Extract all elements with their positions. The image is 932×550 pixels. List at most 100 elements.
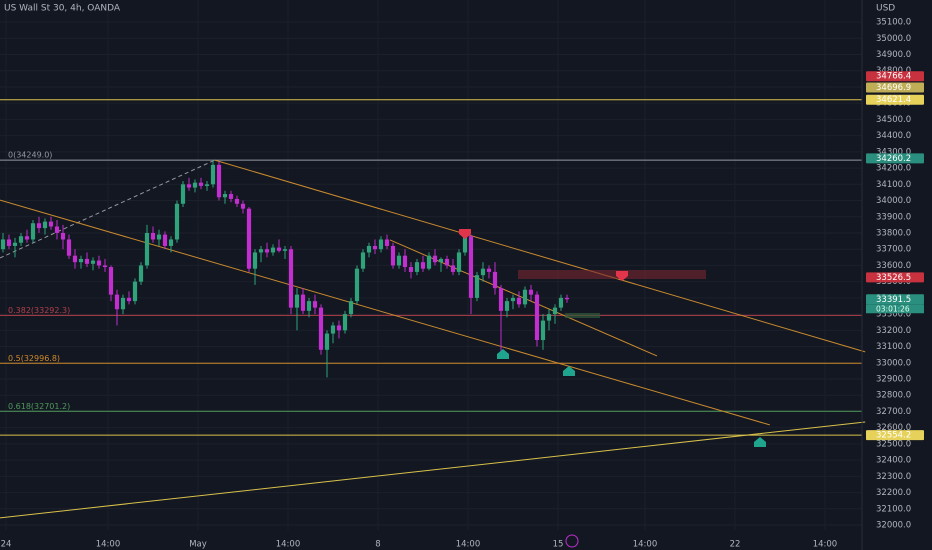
price-tag bbox=[866, 272, 924, 283]
zone bbox=[565, 313, 600, 318]
candle-body bbox=[408, 267, 414, 272]
candle-body bbox=[372, 245, 378, 250]
price-tag bbox=[866, 82, 924, 93]
candle-body bbox=[318, 307, 324, 350]
price-tag bbox=[866, 153, 924, 164]
candle-body bbox=[222, 194, 228, 198]
y-tick-label: 35100.0 bbox=[876, 18, 911, 28]
candle-body bbox=[474, 275, 480, 298]
candle-body bbox=[126, 297, 132, 302]
y-tick-label: 32800.0 bbox=[876, 391, 911, 401]
candle-body bbox=[72, 255, 78, 263]
candle-body bbox=[6, 239, 12, 246]
markers bbox=[459, 229, 766, 447]
candle-body bbox=[516, 297, 522, 305]
buy-marker bbox=[497, 349, 509, 359]
zone bbox=[518, 270, 706, 279]
trend-line bbox=[0, 199, 770, 426]
candle-body bbox=[144, 232, 150, 266]
candle-body bbox=[246, 208, 252, 269]
candle-body bbox=[204, 184, 210, 186]
candle-body bbox=[390, 245, 396, 266]
candle-body bbox=[294, 294, 300, 308]
candle-body bbox=[366, 245, 372, 253]
candle-body bbox=[108, 267, 114, 295]
candle-body bbox=[444, 258, 450, 266]
candle-body bbox=[60, 232, 66, 240]
candle-body bbox=[252, 252, 258, 269]
fib-label: 0.5(32996.8) bbox=[8, 354, 60, 363]
y-tick-label: 33000.0 bbox=[876, 358, 911, 368]
y-tick-label: 32100.0 bbox=[876, 504, 911, 514]
y-tick-label: 34100.0 bbox=[876, 180, 911, 190]
y-tick-label: 33100.0 bbox=[876, 342, 911, 352]
sell-marker bbox=[459, 229, 471, 239]
countdown: 03:01:26 bbox=[876, 304, 910, 313]
candle-body bbox=[276, 247, 282, 251]
price-tag bbox=[866, 94, 924, 105]
candle-body bbox=[360, 252, 366, 269]
candle-body bbox=[84, 258, 90, 264]
candle-body bbox=[384, 239, 390, 246]
sell-marker bbox=[616, 271, 628, 281]
candle-body bbox=[90, 260, 96, 264]
price-tag-label: 34621.4 bbox=[876, 95, 911, 105]
candle-body bbox=[36, 223, 42, 229]
candle-body bbox=[96, 260, 102, 266]
candle-body bbox=[480, 268, 486, 276]
candle-body bbox=[534, 294, 540, 341]
y-tick-label: 34400.0 bbox=[876, 131, 911, 141]
y-tick-label: 33800.0 bbox=[876, 228, 911, 238]
drawings: 0(34249.0) 0.382(33292.3) 0.5(32996.8) 0.61… bbox=[0, 99, 866, 519]
candle-body bbox=[330, 325, 336, 334]
candle-body bbox=[342, 314, 348, 331]
trend-line bbox=[0, 421, 866, 519]
y-tick-label: 33300.0 bbox=[876, 310, 911, 320]
candle-body bbox=[228, 194, 234, 199]
y-tick-label: 32000.0 bbox=[876, 521, 911, 531]
candle-body bbox=[564, 297, 570, 300]
candle-body bbox=[282, 249, 288, 251]
candle-body bbox=[42, 221, 48, 229]
candle-body bbox=[150, 232, 156, 240]
candles bbox=[0, 160, 570, 378]
candle-body bbox=[102, 265, 108, 268]
candle-body bbox=[168, 239, 174, 246]
y-tick-label: 35000.0 bbox=[876, 34, 911, 44]
countdown-bg bbox=[866, 304, 924, 314]
candle-body bbox=[486, 268, 492, 272]
candle-body bbox=[414, 262, 420, 272]
y-tick-label: 34200.0 bbox=[876, 164, 911, 174]
y-tick-label: 32200.0 bbox=[876, 488, 911, 498]
buy-marker bbox=[754, 437, 766, 447]
y-tick-label: 32400.0 bbox=[876, 456, 911, 466]
candle-body bbox=[210, 164, 216, 185]
fib-label: 0.618(32701.2) bbox=[8, 402, 70, 411]
candle-body bbox=[306, 301, 312, 311]
candle-body bbox=[522, 289, 528, 305]
candle-body bbox=[216, 164, 222, 198]
candle-body bbox=[258, 249, 264, 253]
chart-title: US Wall St 30, 4h, OANDA bbox=[4, 4, 121, 14]
candle-body bbox=[66, 239, 72, 256]
candle-body bbox=[288, 249, 294, 308]
candle-body bbox=[198, 182, 204, 186]
candle-body bbox=[504, 301, 510, 311]
price-tag-label: 33391.5 bbox=[876, 295, 911, 305]
x-tick-label: 22 bbox=[730, 540, 741, 550]
price-tag-label: 33526.5 bbox=[876, 273, 911, 283]
candle-body bbox=[558, 297, 564, 308]
candle-body bbox=[546, 314, 552, 321]
y-tick-label: 33600.0 bbox=[876, 261, 911, 271]
candle-body bbox=[468, 236, 474, 298]
candle-body bbox=[48, 221, 54, 227]
y-tick-label: 34900.0 bbox=[876, 50, 911, 60]
candle-body bbox=[300, 294, 306, 311]
event-icon[interactable] bbox=[565, 534, 579, 548]
currency: USD bbox=[876, 4, 895, 14]
candle-body bbox=[180, 184, 186, 204]
candle-body bbox=[492, 271, 498, 289]
price-tag-label: 34696.9 bbox=[876, 83, 911, 93]
x-tick-label: 15 bbox=[553, 540, 564, 550]
